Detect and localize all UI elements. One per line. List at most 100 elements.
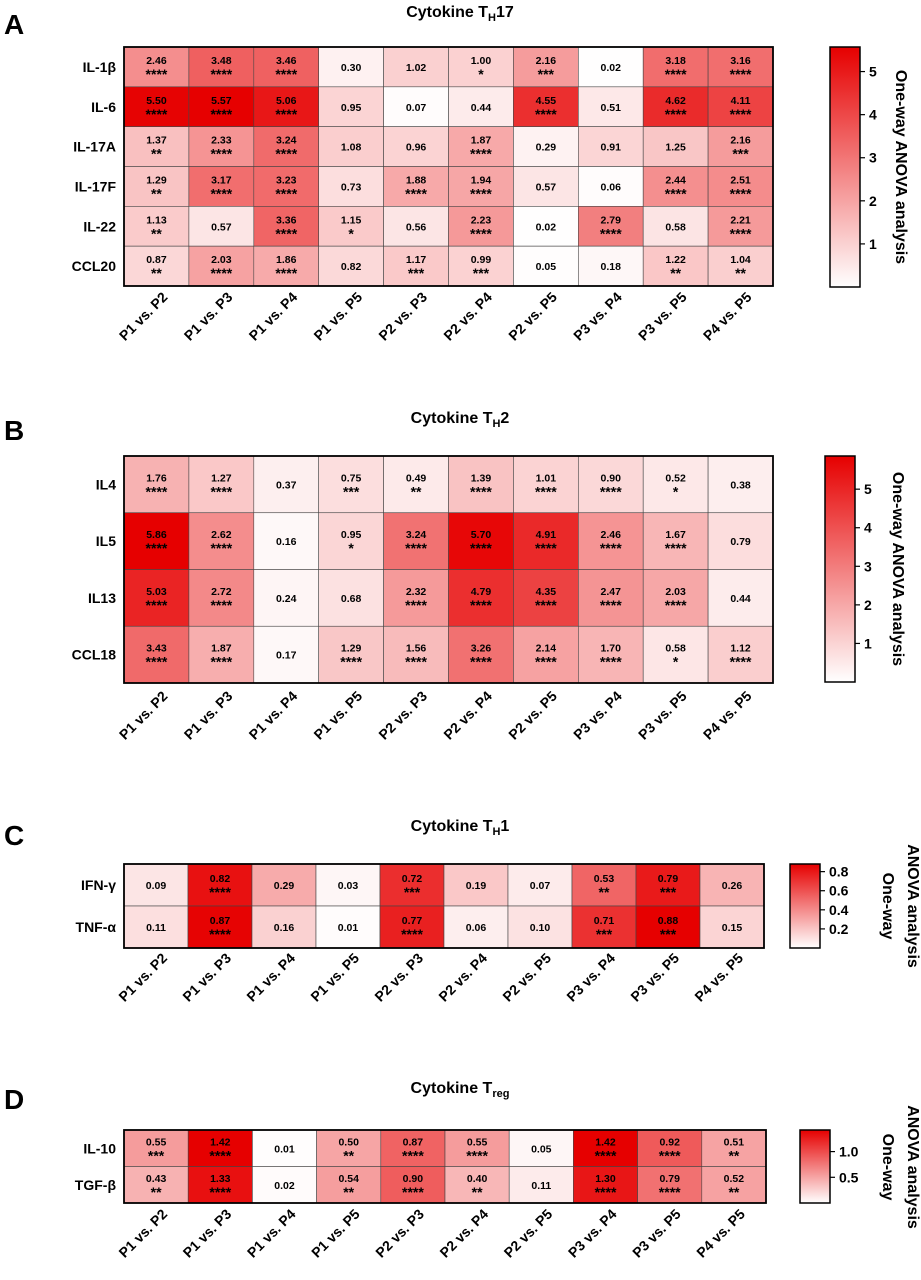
row-label: IFN-γ — [81, 877, 116, 893]
cell-value: 1.02 — [406, 62, 427, 74]
heatmap-cell — [188, 166, 255, 207]
column-label: P4 vs. P5 — [700, 289, 755, 344]
panel-letter: D — [4, 1084, 24, 1115]
cell-value: 1.86 — [276, 254, 297, 266]
cell-significance: **** — [665, 106, 687, 122]
cell-value: 5.57 — [211, 95, 232, 107]
cell-value: 4.11 — [731, 95, 751, 107]
cell-value: 1.67 — [665, 529, 686, 541]
colorbar-tick-label: 0.8 — [829, 864, 849, 880]
heatmap-cell — [448, 86, 514, 127]
cell-value: 0.06 — [466, 922, 487, 934]
cell-significance: **** — [146, 597, 168, 613]
colorbar — [799, 1129, 831, 1204]
cell-value: 2.23 — [471, 214, 492, 226]
heatmap-cell — [577, 126, 644, 167]
cell-significance: **** — [275, 265, 297, 281]
heatmap-cell — [123, 569, 190, 627]
heatmap-cell — [443, 905, 509, 949]
cell-value: 0.18 — [601, 261, 622, 273]
cell-value: 0.53 — [594, 873, 615, 885]
title-main: Cytokine T — [411, 410, 493, 427]
cell-value: 0.77 — [402, 915, 423, 927]
heatmap-cell — [707, 46, 774, 88]
heatmap-cell — [577, 86, 644, 127]
heatmap-grid: 2.46****3.48****3.46**** 0.30 1.021.00*2.1… — [123, 46, 774, 287]
cell-value: 3.23 — [276, 174, 297, 186]
column-label: P2 vs. P4 — [440, 688, 495, 743]
heatmap-cell — [188, 455, 255, 514]
cell-significance: **** — [340, 654, 362, 670]
cell-significance: **** — [470, 597, 492, 613]
cell-value: 2.51 — [730, 174, 751, 186]
cell-value: 4.79 — [471, 586, 492, 598]
cell-significance: **** — [210, 66, 232, 82]
heatmap-cell — [123, 863, 189, 907]
heatmap-cell — [699, 863, 765, 907]
heatmap-cell — [707, 86, 774, 127]
cell-significance: **** — [210, 654, 232, 670]
cell-value: 0.51 — [724, 1136, 745, 1148]
heatmap-cell — [379, 863, 445, 907]
heatmap-cell — [507, 905, 573, 949]
cell-value: 0.71 — [594, 915, 615, 927]
cell-value: 0.07 — [530, 880, 551, 892]
title-main: Cytokine T — [411, 1080, 493, 1097]
column-label: P1 vs. P3 — [181, 289, 236, 344]
colorbar-label: One-way ANOVA analysis — [892, 70, 909, 264]
cell-significance: **** — [209, 884, 231, 900]
chart-title: Cytokine TH1 — [411, 818, 510, 838]
heatmap-cell — [123, 1166, 189, 1204]
cell-value: 0.79 — [730, 536, 751, 548]
cell-value: 0.90 — [601, 472, 622, 484]
column-label: P3 vs. P5 — [635, 688, 690, 743]
cell-value: 0.55 — [467, 1136, 488, 1148]
cell-value: 1.37 — [146, 135, 167, 147]
heatmap-cell — [508, 1166, 574, 1204]
cell-significance: **** — [401, 926, 423, 942]
cell-significance: * — [348, 225, 354, 241]
cell-value: 0.05 — [536, 261, 557, 273]
heatmap-cell — [383, 206, 449, 247]
heatmap-cell — [188, 245, 255, 287]
grid-border — [123, 46, 774, 287]
colorbar-tick-label: 5 — [869, 64, 877, 80]
colorbar-tick-label: 2 — [869, 193, 877, 209]
cell-significance: **** — [405, 654, 427, 670]
cell-significance: **** — [405, 540, 427, 556]
cell-value: 0.01 — [274, 1143, 295, 1155]
cell-value: 1.42 — [595, 1136, 616, 1148]
title-tail: 17 — [496, 4, 514, 21]
heatmap-cell — [443, 863, 509, 907]
column-label: P2 vs. P4 — [440, 289, 495, 344]
heatmap-cell — [123, 245, 190, 287]
cell-value: 0.87 — [403, 1136, 424, 1148]
column-label: P1 vs. P3 — [179, 950, 234, 1005]
cell-value: 2.03 — [211, 254, 232, 266]
cell-significance: **** — [275, 106, 297, 122]
heatmap-cell — [188, 625, 255, 684]
heatmap-cell — [123, 455, 190, 514]
colorbar-tick-label: 3 — [864, 558, 872, 574]
cell-value: 0.51 — [601, 102, 622, 114]
cell-value: 1.27 — [211, 472, 232, 484]
column-label: P3 vs. P4 — [565, 1206, 620, 1261]
column-label: P4 vs. P5 — [691, 950, 746, 1005]
cell-value: 1.76 — [146, 472, 167, 484]
cell-value: 0.29 — [274, 880, 295, 892]
heatmap-cell — [318, 512, 384, 570]
cell-value: 1.17 — [406, 254, 427, 266]
heatmap-cell — [253, 206, 320, 247]
title-subscript: H — [492, 826, 500, 838]
cell-value: 0.43 — [146, 1173, 167, 1185]
heatmap-cell — [448, 455, 514, 514]
heatmap-cell — [637, 1129, 703, 1167]
chart-title: Cytokine TH2 — [411, 410, 510, 430]
cell-value: 1.56 — [406, 643, 427, 655]
column-label: P1 vs. P2 — [116, 688, 171, 743]
cell-value: 0.68 — [341, 593, 362, 605]
row-label: CCL18 — [72, 647, 117, 663]
cell-significance: **** — [402, 1147, 424, 1163]
cell-value: 3.16 — [730, 55, 751, 67]
